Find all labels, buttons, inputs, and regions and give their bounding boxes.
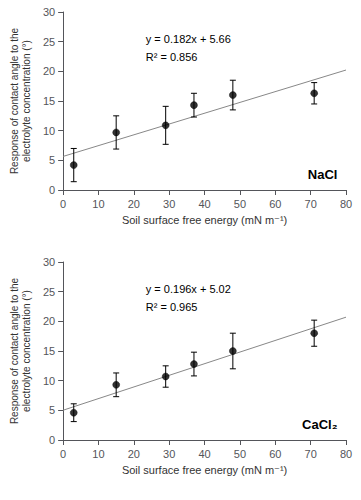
svg-text:60: 60 (269, 448, 281, 460)
svg-text:5: 5 (49, 154, 55, 166)
svg-text:0: 0 (60, 198, 66, 210)
svg-text:electrolyte concentration (°): electrolyte concentration (°) (21, 290, 32, 412)
svg-text:20: 20 (43, 65, 55, 77)
svg-text:NaCl: NaCl (308, 167, 338, 182)
svg-text:20: 20 (128, 198, 140, 210)
svg-text:CaCl₂: CaCl₂ (302, 417, 338, 432)
svg-text:70: 70 (305, 448, 317, 460)
svg-text:30: 30 (163, 198, 175, 210)
svg-text:Soil surface free energy (mN m: Soil surface free energy (mN m⁻¹) (122, 214, 287, 226)
svg-text:40: 40 (198, 448, 210, 460)
svg-text:80: 80 (340, 448, 352, 460)
svg-text:Soil surface free energy (mN m: Soil surface free energy (mN m⁻¹) (122, 464, 287, 476)
svg-text:70: 70 (305, 198, 317, 210)
svg-text:R² = 0.856: R² = 0.856 (146, 51, 198, 63)
svg-text:30: 30 (43, 6, 55, 18)
svg-text:electrolyte concentration (°): electrolyte concentration (°) (21, 40, 32, 162)
svg-text:Response of contact angle to t: Response of contact angle to the (9, 27, 20, 174)
svg-text:10: 10 (43, 375, 55, 387)
svg-text:Response of contact angle to t: Response of contact angle to the (9, 277, 20, 424)
svg-text:10: 10 (92, 448, 104, 460)
svg-text:y = 0.182x + 5.66: y = 0.182x + 5.66 (146, 33, 231, 45)
svg-text:20: 20 (128, 448, 140, 460)
svg-text:R² = 0.965: R² = 0.965 (146, 301, 198, 313)
svg-text:10: 10 (92, 198, 104, 210)
svg-text:25: 25 (43, 286, 55, 298)
svg-text:0: 0 (60, 448, 66, 460)
svg-text:0: 0 (49, 184, 55, 196)
svg-text:30: 30 (43, 256, 55, 268)
svg-text:0: 0 (49, 434, 55, 446)
svg-text:25: 25 (43, 36, 55, 48)
svg-text:50: 50 (234, 448, 246, 460)
svg-text:40: 40 (198, 198, 210, 210)
svg-text:80: 80 (340, 198, 352, 210)
svg-text:10: 10 (43, 125, 55, 137)
svg-text:y = 0.196x + 5.02: y = 0.196x + 5.02 (146, 283, 231, 295)
svg-text:50: 50 (234, 198, 246, 210)
svg-text:5: 5 (49, 404, 55, 416)
svg-text:60: 60 (269, 198, 281, 210)
svg-text:15: 15 (43, 345, 55, 357)
svg-text:15: 15 (43, 95, 55, 107)
svg-text:30: 30 (163, 448, 175, 460)
svg-text:20: 20 (43, 315, 55, 327)
